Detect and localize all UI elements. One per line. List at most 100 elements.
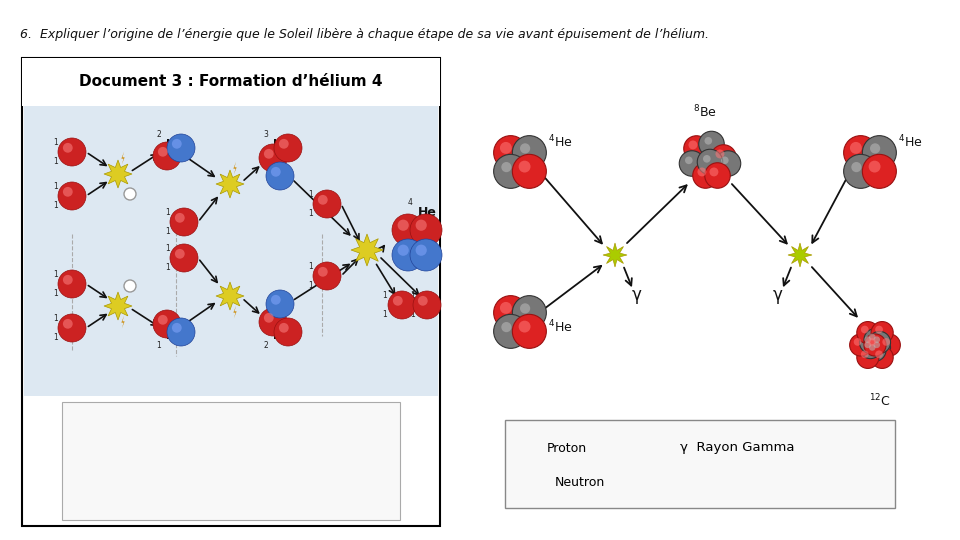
Circle shape <box>63 187 73 197</box>
Circle shape <box>501 322 512 332</box>
Circle shape <box>67 408 87 428</box>
Circle shape <box>266 290 294 318</box>
Circle shape <box>715 150 725 158</box>
Circle shape <box>70 442 78 449</box>
Circle shape <box>124 280 136 292</box>
Circle shape <box>63 319 73 329</box>
Text: 1: 1 <box>308 209 313 218</box>
Circle shape <box>393 296 402 306</box>
Text: 2: 2 <box>156 130 161 139</box>
Circle shape <box>710 145 736 170</box>
Circle shape <box>153 310 181 338</box>
Circle shape <box>688 140 697 150</box>
Circle shape <box>167 318 195 346</box>
Circle shape <box>705 137 712 145</box>
Circle shape <box>397 220 409 231</box>
Text: 1: 1 <box>382 310 387 319</box>
Text: H: H <box>175 217 184 227</box>
Text: γ: γ <box>773 286 783 304</box>
Circle shape <box>58 314 86 342</box>
Circle shape <box>699 131 724 157</box>
Text: H: H <box>63 191 72 201</box>
Text: 2: 2 <box>263 341 268 350</box>
Circle shape <box>684 136 709 161</box>
Text: 1: 1 <box>53 138 58 147</box>
Circle shape <box>850 142 862 154</box>
Text: 1: 1 <box>53 270 58 279</box>
Circle shape <box>153 142 181 170</box>
Text: 1: 1 <box>165 263 170 272</box>
Circle shape <box>869 332 891 354</box>
Circle shape <box>274 134 302 162</box>
Polygon shape <box>233 306 236 318</box>
Circle shape <box>266 162 294 190</box>
Text: H: H <box>318 271 327 281</box>
Text: Proton: Proton <box>547 442 588 455</box>
Circle shape <box>859 336 881 359</box>
Circle shape <box>175 213 184 222</box>
Text: 1: 1 <box>410 310 415 319</box>
Text: He: He <box>418 206 437 219</box>
Circle shape <box>703 155 710 163</box>
Text: H: H <box>63 279 72 289</box>
Circle shape <box>271 167 280 177</box>
Text: 1: 1 <box>53 314 58 323</box>
Circle shape <box>512 471 534 493</box>
Circle shape <box>259 308 287 336</box>
Circle shape <box>871 346 893 368</box>
Text: 1: 1 <box>165 244 170 253</box>
Circle shape <box>513 136 546 170</box>
Circle shape <box>493 295 528 329</box>
Bar <box>24 106 438 396</box>
Circle shape <box>685 157 692 164</box>
Circle shape <box>862 136 897 170</box>
Text: 1: 1 <box>165 227 170 236</box>
Circle shape <box>392 239 424 271</box>
Circle shape <box>58 138 86 166</box>
Text: 1: 1 <box>53 157 58 166</box>
Text: 1: 1 <box>308 262 313 271</box>
Circle shape <box>852 162 861 172</box>
Circle shape <box>520 303 530 314</box>
Text: 1: 1 <box>156 149 161 158</box>
Circle shape <box>864 339 886 361</box>
Circle shape <box>680 151 705 176</box>
Circle shape <box>516 476 523 483</box>
Text: H: H <box>392 300 400 310</box>
Circle shape <box>520 143 530 153</box>
Text: 1: 1 <box>165 208 170 217</box>
Circle shape <box>264 313 274 323</box>
Text: $^4$He: $^4$He <box>548 319 572 335</box>
Text: Collision: Collision <box>251 442 300 455</box>
Text: $^{12}$C: $^{12}$C <box>869 393 891 410</box>
Polygon shape <box>603 243 627 267</box>
Circle shape <box>493 314 528 348</box>
Circle shape <box>874 336 880 343</box>
Circle shape <box>175 249 184 259</box>
Circle shape <box>501 162 512 172</box>
Text: γ: γ <box>632 286 642 304</box>
Circle shape <box>264 149 274 159</box>
Circle shape <box>864 329 886 351</box>
Text: H: H <box>166 139 176 149</box>
Circle shape <box>416 220 427 231</box>
Circle shape <box>397 245 409 256</box>
Circle shape <box>167 134 195 162</box>
Polygon shape <box>788 243 812 267</box>
Circle shape <box>410 239 442 271</box>
Circle shape <box>869 160 880 173</box>
Text: Neutron: Neutron <box>555 476 605 489</box>
Circle shape <box>715 151 741 176</box>
Circle shape <box>864 334 886 356</box>
Circle shape <box>861 350 869 358</box>
Circle shape <box>63 143 73 153</box>
Text: 1: 1 <box>53 182 58 191</box>
Circle shape <box>868 338 876 346</box>
Circle shape <box>518 321 531 333</box>
Text: γ  Rayon Gamma: γ Rayon Gamma <box>680 442 795 455</box>
Circle shape <box>862 154 897 188</box>
Circle shape <box>63 275 73 285</box>
Polygon shape <box>237 411 241 425</box>
Circle shape <box>318 267 327 276</box>
Polygon shape <box>104 292 132 320</box>
